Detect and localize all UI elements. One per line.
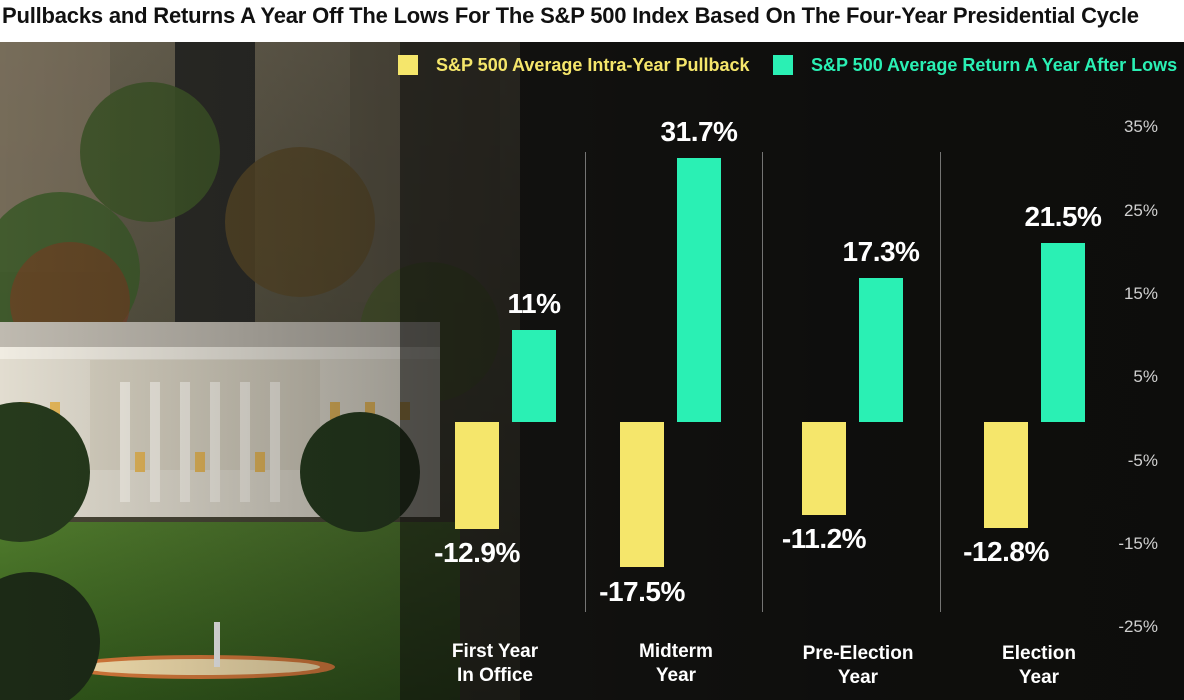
y-tick-label: -15% <box>1118 534 1158 553</box>
data-label-pullback-midterm: -17.5% <box>599 575 685 607</box>
legend-item-return: S&P 500 Average Return A Year After Lows <box>773 54 1177 76</box>
category-label-pre-election: Pre-Election Year <box>783 642 933 690</box>
bar-return-first-year <box>512 330 556 422</box>
white-house-background-image <box>0 42 1184 700</box>
category-label-line: Year <box>1018 667 1060 688</box>
y-tick-label: -5% <box>1127 451 1158 470</box>
legend-item-pullback: S&P 500 Average Intra-Year Pullback <box>398 54 750 76</box>
category-label-line: Year <box>655 665 697 686</box>
bar-return-election <box>1041 242 1085 422</box>
category-label-line: First Year <box>451 641 539 662</box>
bar-return-pre-election <box>859 277 903 422</box>
category-label-midterm: Midterm Year <box>601 640 751 688</box>
bar-pullback-midterm <box>620 421 664 568</box>
legend-label-return: S&P 500 Average Return A Year After Lows <box>811 54 1178 75</box>
y-tick-label: 15% <box>1123 284 1158 303</box>
data-label-return-pre-election: 17.3% <box>842 235 920 267</box>
legend-label-pullback: S&P 500 Average Intra-Year Pullback <box>436 54 750 75</box>
data-label-return-first-year: 11% <box>507 288 562 319</box>
legend-swatch-pullback <box>398 55 418 75</box>
bar-pullback-first-year <box>455 421 499 530</box>
y-tick-label: 25% <box>1123 201 1158 220</box>
category-divider-1 <box>585 152 586 612</box>
chart-panel: S&P 500 Average Intra-Year Pullback S&P … <box>0 42 1184 700</box>
data-label-pullback-pre-election: -11.2% <box>781 523 867 554</box>
category-label-line: In Office <box>456 665 533 686</box>
category-label-line: Midterm <box>639 641 713 662</box>
legend-swatch-return <box>773 55 793 75</box>
category-label-line: Year <box>837 667 879 688</box>
y-tick-label: -25% <box>1118 617 1158 636</box>
category-label-first-year: First Year In Office <box>420 640 570 688</box>
bar-pullback-election <box>984 421 1028 529</box>
category-divider-3 <box>940 152 941 612</box>
data-label-return-election: 21.5% <box>1024 200 1102 232</box>
data-label-return-midterm: 31.7% <box>660 115 738 147</box>
data-label-pullback-election: -12.8% <box>963 536 1049 568</box>
y-tick-label: 5% <box>1133 367 1158 386</box>
bar-pullback-pre-election <box>802 421 846 515</box>
data-label-pullback-first-year: -12.9% <box>434 537 520 569</box>
category-label-line: Pre-Election <box>802 643 914 664</box>
bar-return-midterm <box>677 157 721 422</box>
chart-title: Pullbacks and Returns A Year Off The Low… <box>2 3 1139 28</box>
category-label-election: Election Year <box>964 642 1114 690</box>
y-tick-label: 35% <box>1123 117 1158 136</box>
category-divider-2 <box>762 152 763 612</box>
category-label-line: Election <box>1002 643 1076 664</box>
